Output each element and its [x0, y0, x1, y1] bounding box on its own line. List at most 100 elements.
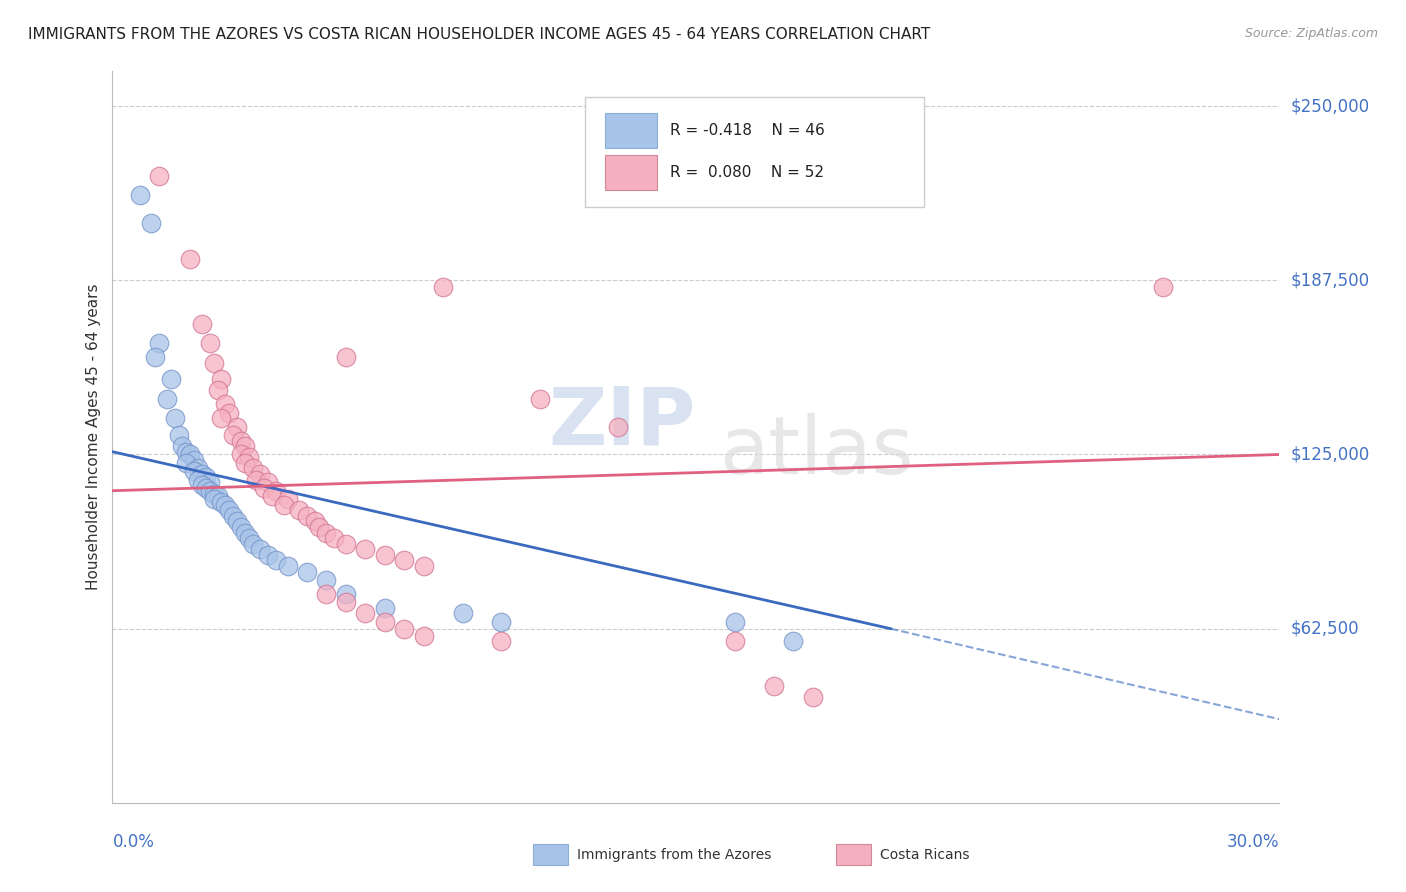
FancyBboxPatch shape — [605, 113, 658, 148]
Point — [156, 392, 179, 406]
Point — [209, 495, 232, 509]
Point — [194, 481, 217, 495]
Point — [226, 419, 249, 434]
Point — [187, 473, 209, 487]
Point — [214, 498, 236, 512]
Point — [374, 600, 396, 615]
Point — [335, 595, 357, 609]
Point — [198, 336, 221, 351]
Point — [183, 453, 205, 467]
Point — [238, 450, 260, 465]
Point — [176, 456, 198, 470]
Point — [412, 629, 434, 643]
Point — [207, 489, 229, 503]
Text: Source: ZipAtlas.com: Source: ZipAtlas.com — [1244, 27, 1378, 40]
Point — [315, 587, 337, 601]
Point — [194, 470, 217, 484]
Point — [229, 448, 252, 462]
Point — [191, 467, 214, 481]
Point — [172, 439, 194, 453]
Point — [374, 615, 396, 629]
Point — [724, 615, 747, 629]
Point — [392, 553, 416, 567]
Text: R = -0.418    N = 46: R = -0.418 N = 46 — [671, 123, 825, 138]
Point — [202, 492, 225, 507]
Point — [187, 461, 209, 475]
Point — [167, 428, 190, 442]
Point — [229, 520, 252, 534]
Point — [229, 434, 252, 448]
Point — [1152, 280, 1174, 294]
Point — [207, 384, 229, 398]
Text: R =  0.080    N = 52: R = 0.080 N = 52 — [671, 165, 824, 180]
Point — [782, 634, 804, 648]
Point — [257, 548, 280, 562]
Text: $62,500: $62,500 — [1291, 620, 1360, 638]
Point — [148, 336, 170, 351]
Text: 30.0%: 30.0% — [1227, 833, 1279, 851]
Text: 0.0%: 0.0% — [112, 833, 155, 851]
Y-axis label: Householder Income Ages 45 - 64 years: Householder Income Ages 45 - 64 years — [86, 284, 101, 591]
Point — [529, 392, 551, 406]
Point — [264, 483, 287, 498]
FancyBboxPatch shape — [585, 97, 924, 207]
Point — [202, 486, 225, 500]
Point — [335, 536, 357, 550]
Point — [273, 498, 295, 512]
Point — [191, 317, 214, 331]
Point — [276, 492, 298, 507]
Point — [801, 690, 824, 704]
Point — [141, 216, 163, 230]
Point — [762, 679, 785, 693]
Point — [163, 411, 186, 425]
Point — [257, 475, 280, 490]
Point — [249, 542, 271, 557]
Point — [226, 514, 249, 528]
Point — [288, 503, 311, 517]
Point — [607, 419, 630, 434]
Point — [315, 573, 337, 587]
Point — [264, 553, 287, 567]
Point — [233, 525, 256, 540]
Point — [335, 350, 357, 364]
Point — [304, 514, 326, 528]
Point — [218, 406, 240, 420]
Point — [245, 473, 267, 487]
Point — [222, 508, 245, 523]
Text: ZIP: ZIP — [548, 384, 696, 461]
Point — [183, 464, 205, 478]
Point — [191, 478, 214, 492]
Point — [295, 565, 318, 579]
Point — [242, 536, 264, 550]
Point — [179, 448, 201, 462]
Text: Immigrants from the Azores: Immigrants from the Azores — [576, 847, 772, 862]
Point — [238, 531, 260, 545]
FancyBboxPatch shape — [605, 154, 658, 190]
Point — [335, 587, 357, 601]
Point — [209, 411, 232, 425]
Point — [412, 558, 434, 573]
Point — [308, 520, 330, 534]
Point — [222, 428, 245, 442]
Text: $187,500: $187,500 — [1291, 271, 1369, 289]
Point — [249, 467, 271, 481]
Text: atlas: atlas — [720, 413, 914, 491]
Point — [160, 372, 183, 386]
Point — [198, 475, 221, 490]
Point — [724, 634, 747, 648]
Text: $125,000: $125,000 — [1291, 445, 1369, 464]
Point — [233, 456, 256, 470]
Point — [214, 397, 236, 411]
Text: IMMIGRANTS FROM THE AZORES VS COSTA RICAN HOUSEHOLDER INCOME AGES 45 - 64 YEARS : IMMIGRANTS FROM THE AZORES VS COSTA RICA… — [28, 27, 931, 42]
Point — [148, 169, 170, 183]
Point — [491, 615, 513, 629]
Point — [354, 607, 377, 621]
Point — [374, 548, 396, 562]
Point — [295, 508, 318, 523]
Point — [198, 483, 221, 498]
Point — [323, 531, 346, 545]
Point — [218, 503, 240, 517]
Text: $250,000: $250,000 — [1291, 97, 1369, 115]
Point — [128, 188, 150, 202]
Point — [143, 350, 166, 364]
